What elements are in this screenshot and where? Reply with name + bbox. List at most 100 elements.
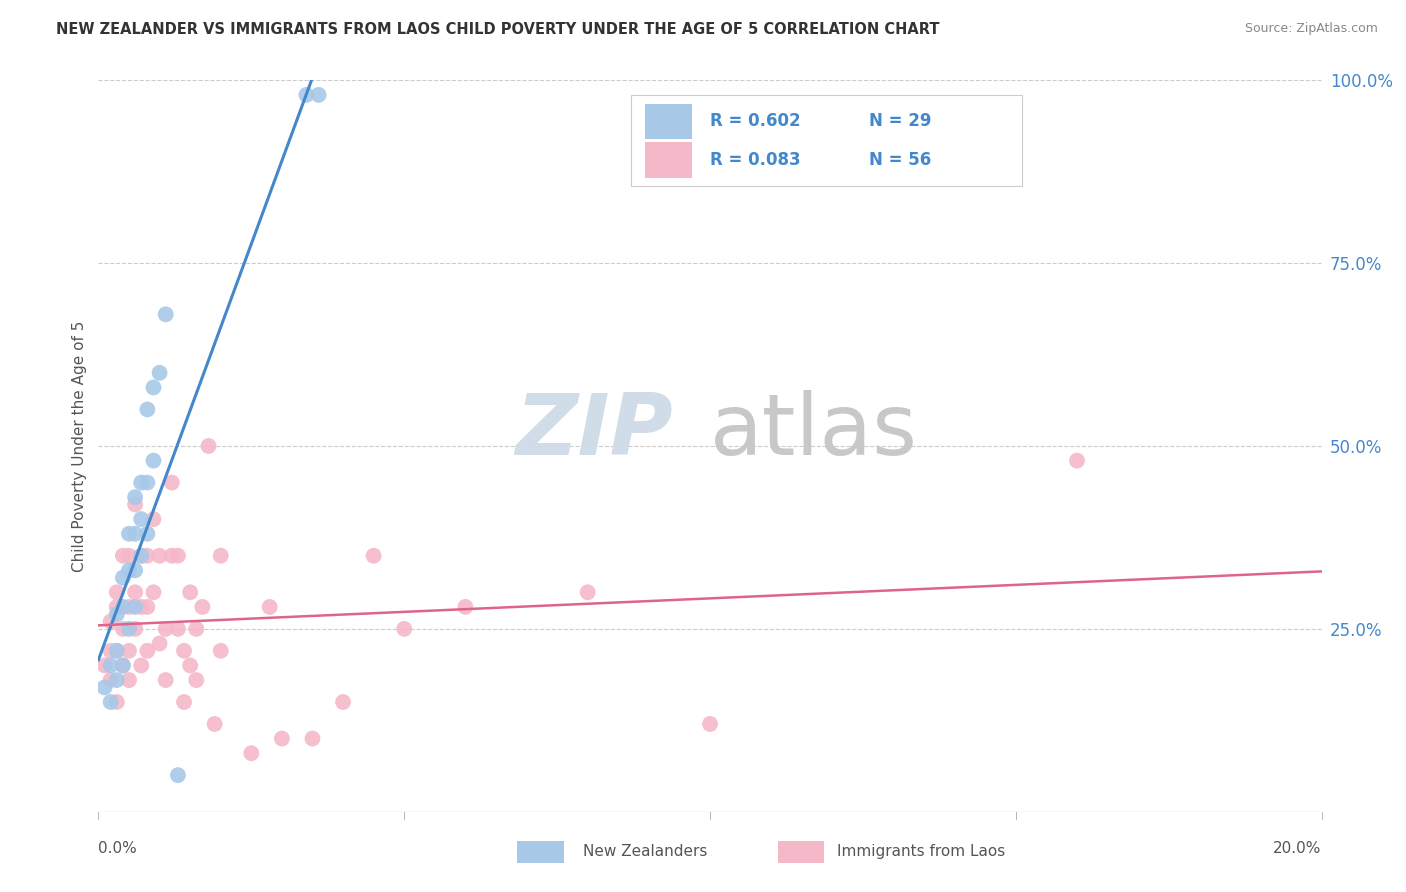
- Point: [270, 731, 292, 746]
- Text: R = 0.083: R = 0.083: [710, 151, 800, 169]
- Point: [142, 585, 165, 599]
- Point: [240, 746, 263, 760]
- Point: [301, 731, 323, 746]
- Point: [100, 658, 122, 673]
- Text: ZIP: ZIP: [516, 390, 673, 473]
- Bar: [645, 143, 692, 178]
- Text: NEW ZEALANDER VS IMMIGRANTS FROM LAOS CHILD POVERTY UNDER THE AGE OF 5 CORRELATI: NEW ZEALANDER VS IMMIGRANTS FROM LAOS CH…: [56, 22, 939, 37]
- Point: [111, 571, 134, 585]
- Point: [160, 549, 183, 563]
- Point: [209, 644, 232, 658]
- Point: [124, 498, 146, 512]
- Point: [295, 87, 318, 102]
- Point: [129, 599, 152, 614]
- Point: [118, 673, 141, 687]
- Point: [118, 563, 141, 577]
- Point: [111, 599, 134, 614]
- Point: [142, 380, 165, 394]
- Point: [308, 87, 330, 102]
- Point: [111, 658, 134, 673]
- Point: [259, 599, 281, 614]
- Point: [124, 622, 146, 636]
- Point: [155, 673, 177, 687]
- Point: [142, 453, 165, 467]
- Point: [136, 475, 159, 490]
- Y-axis label: Child Poverty Under the Age of 5: Child Poverty Under the Age of 5: [72, 320, 87, 572]
- Point: [149, 549, 172, 563]
- Point: [209, 549, 232, 563]
- Point: [149, 636, 172, 650]
- Point: [124, 526, 146, 541]
- Point: [105, 644, 128, 658]
- Point: [129, 475, 152, 490]
- Point: [100, 695, 122, 709]
- Point: [160, 475, 183, 490]
- Point: [186, 673, 208, 687]
- Text: Source: ZipAtlas.com: Source: ZipAtlas.com: [1244, 22, 1378, 36]
- Point: [155, 307, 177, 321]
- Point: [167, 549, 190, 563]
- Point: [173, 644, 195, 658]
- Point: [105, 599, 128, 614]
- Point: [93, 658, 115, 673]
- Point: [105, 585, 128, 599]
- Point: [100, 673, 122, 687]
- Point: [142, 512, 165, 526]
- Point: [699, 717, 721, 731]
- Point: [167, 622, 190, 636]
- Text: N = 56: N = 56: [869, 151, 931, 169]
- Point: [136, 549, 159, 563]
- Point: [129, 658, 152, 673]
- Point: [136, 599, 159, 614]
- Point: [332, 695, 354, 709]
- Point: [186, 622, 208, 636]
- Point: [129, 549, 152, 563]
- Text: R = 0.602: R = 0.602: [710, 112, 800, 130]
- Point: [100, 644, 122, 658]
- Point: [179, 585, 201, 599]
- Point: [155, 622, 177, 636]
- Point: [173, 695, 195, 709]
- Point: [197, 439, 219, 453]
- Point: [111, 658, 134, 673]
- Point: [111, 622, 134, 636]
- Point: [105, 673, 128, 687]
- Point: [118, 549, 141, 563]
- Point: [118, 622, 141, 636]
- FancyBboxPatch shape: [630, 95, 1022, 186]
- Point: [124, 585, 146, 599]
- Text: 20.0%: 20.0%: [1274, 841, 1322, 856]
- Point: [124, 599, 146, 614]
- Point: [93, 681, 115, 695]
- Point: [149, 366, 172, 380]
- Point: [454, 599, 477, 614]
- Point: [136, 644, 159, 658]
- Text: 0.0%: 0.0%: [98, 841, 138, 856]
- Point: [124, 563, 146, 577]
- Text: New Zealanders: New Zealanders: [583, 845, 707, 859]
- Point: [118, 526, 141, 541]
- Point: [105, 695, 128, 709]
- Point: [1066, 453, 1088, 467]
- Text: Immigrants from Laos: Immigrants from Laos: [837, 845, 1005, 859]
- Point: [576, 585, 599, 599]
- Point: [136, 526, 159, 541]
- Point: [105, 644, 128, 658]
- Point: [191, 599, 214, 614]
- Text: N = 29: N = 29: [869, 112, 932, 130]
- Point: [105, 607, 128, 622]
- Point: [118, 644, 141, 658]
- Point: [392, 622, 416, 636]
- Point: [100, 615, 122, 629]
- Point: [167, 768, 190, 782]
- Point: [111, 549, 134, 563]
- Point: [204, 717, 226, 731]
- Point: [124, 490, 146, 504]
- Text: atlas: atlas: [710, 390, 918, 473]
- Point: [118, 599, 141, 614]
- Point: [363, 549, 385, 563]
- Point: [129, 549, 152, 563]
- Point: [136, 402, 159, 417]
- Point: [179, 658, 201, 673]
- Bar: [645, 103, 692, 139]
